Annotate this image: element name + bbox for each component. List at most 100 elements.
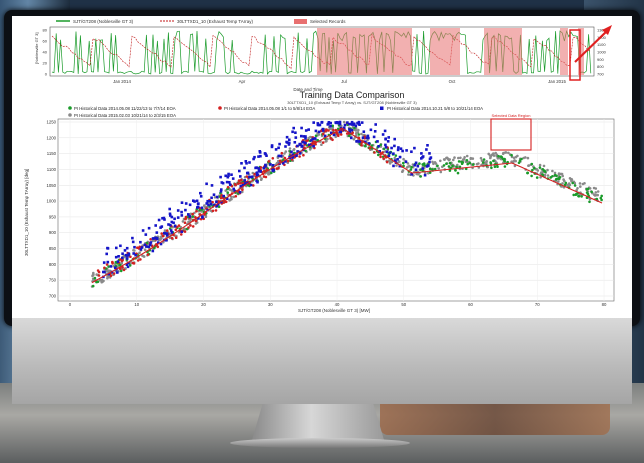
scatter-point <box>510 153 513 157</box>
scatter-point <box>367 136 370 140</box>
scatter-point <box>259 170 262 173</box>
scatter-point <box>248 175 251 179</box>
scatter-point <box>479 156 483 160</box>
scatter-point <box>277 166 280 170</box>
scatter-point <box>288 141 291 145</box>
scatter-point <box>571 181 574 185</box>
main-legend-label-4: PI Historical Data 2015.02.03 10/21/14 t… <box>74 113 176 118</box>
scatter-point <box>588 187 592 190</box>
scatter-point <box>420 152 423 155</box>
scatter-point <box>180 233 183 236</box>
scatter-point <box>346 121 349 124</box>
scatter-point <box>405 149 408 152</box>
scatter-point <box>264 163 267 167</box>
scatter-point <box>119 244 122 248</box>
scatter-point <box>365 136 369 140</box>
scatter-point <box>252 157 255 161</box>
scatter-point <box>155 237 159 240</box>
scatter-point <box>398 160 401 163</box>
scatter-point <box>240 162 243 165</box>
scatter-point <box>314 134 318 137</box>
scatter-point <box>386 140 390 143</box>
scatter-point <box>180 201 184 204</box>
scatter-point <box>579 185 582 188</box>
scatter-point <box>180 214 184 217</box>
scatter-point <box>350 120 354 124</box>
main-x-label: SJT/GT208 (Noblesville GT 3) [MW] <box>298 308 370 313</box>
scatter-point <box>161 217 164 220</box>
scatter-point <box>131 236 134 240</box>
top-x-tick: Jul <box>341 79 347 84</box>
scatter-point <box>227 174 230 177</box>
main-plot-area <box>57 118 615 302</box>
scatter-point <box>194 219 198 223</box>
scatter-point <box>419 175 423 178</box>
scatter-point <box>425 148 428 151</box>
scatter-point <box>120 259 124 263</box>
scatter-point <box>428 160 431 164</box>
scatter-point <box>381 133 385 136</box>
scatter-point <box>339 133 343 136</box>
scatter-point <box>257 155 260 158</box>
scatter-point <box>574 193 578 196</box>
scatter-point <box>298 142 301 146</box>
scatter-point <box>215 195 219 199</box>
scatter-point <box>393 156 397 160</box>
top-x-ticks: Jan 2014 Apr Jul Oct Jan 2015 <box>113 79 566 84</box>
scatter-point <box>105 263 109 266</box>
scatter-point <box>353 126 356 130</box>
scatter-point <box>253 172 256 176</box>
scatter-point <box>259 166 263 169</box>
scatter-point <box>283 152 286 155</box>
scatter-point <box>262 169 266 173</box>
scatter-point <box>318 123 322 127</box>
main-chart-title: Training Data Comparison <box>300 90 405 100</box>
scatter-point <box>376 140 379 143</box>
scatter-point <box>561 182 564 185</box>
scatter-point <box>576 187 579 190</box>
scatter-point <box>310 139 313 142</box>
scatter-point <box>118 263 122 267</box>
scatter-point <box>284 150 288 153</box>
scatter-point <box>350 136 353 140</box>
scatter-point <box>132 262 136 265</box>
scatter-point <box>497 154 500 158</box>
scatter-point <box>200 206 204 210</box>
scatter-point <box>492 154 496 157</box>
scatter-point <box>220 181 224 184</box>
top-x-tick: Apr <box>239 79 246 84</box>
scatter-point <box>121 252 124 255</box>
scatter-point <box>392 164 395 168</box>
main-y-tick: 1050 <box>46 183 56 188</box>
scatter-point <box>433 167 437 171</box>
scatter-point <box>132 249 135 252</box>
scatter-point <box>170 220 174 224</box>
scatter-point <box>357 140 361 143</box>
main-legend-marker-4 <box>68 113 72 117</box>
scatter-point <box>482 158 486 161</box>
scatter-point <box>477 162 480 165</box>
scatter-point <box>174 236 178 239</box>
scatter-point <box>219 196 223 200</box>
scatter-point <box>267 170 271 174</box>
scatter-point <box>168 207 171 211</box>
main-legend-marker-1 <box>68 106 72 110</box>
scatter-point <box>270 145 274 149</box>
scatter-point <box>533 166 536 170</box>
scatter-point <box>513 164 517 168</box>
scatter-point <box>265 154 268 157</box>
scatter-point <box>163 229 167 232</box>
scatter-point <box>358 123 361 126</box>
top-y-right-tick: 800 <box>597 64 604 69</box>
scatter-point <box>243 179 246 182</box>
scatter-point <box>224 200 228 204</box>
scatter-point <box>155 231 159 234</box>
scatter-point <box>114 260 118 264</box>
scatter-point <box>573 184 577 187</box>
scatter-point <box>291 153 295 156</box>
scatter-point <box>245 162 248 165</box>
scatter-point <box>91 284 95 288</box>
scatter-point <box>295 154 298 157</box>
scatter-point <box>461 158 465 161</box>
scatter-point <box>116 260 120 263</box>
